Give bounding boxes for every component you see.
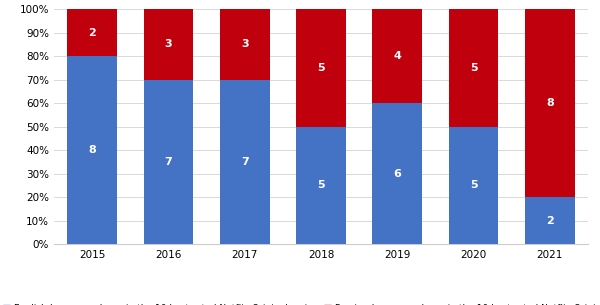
Text: NETFLIX: NETFLIX: [303, 110, 339, 119]
Bar: [220, 9, 269, 80]
Text: 7: 7: [241, 157, 248, 167]
Legend: English-language shows in the 10 best-rated Netflix Original series, Foreign-lan: English-language shows in the 10 best-ra…: [1, 302, 600, 305]
Text: NETFLIX: NETFLIX: [455, 157, 491, 166]
Text: NETFLIX: NETFLIX: [303, 40, 339, 49]
Text: NETFLIX: NETFLIX: [227, 181, 263, 190]
Text: NETFLIX: NETFLIX: [74, 157, 110, 166]
Text: NETFLIX: NETFLIX: [379, 87, 415, 96]
Text: NETFLIX: NETFLIX: [532, 40, 568, 49]
Text: NETFLIX: NETFLIX: [74, 87, 110, 96]
Text: 8: 8: [88, 145, 96, 155]
Text: 3: 3: [241, 39, 248, 49]
Text: NETFLIX: NETFLIX: [303, 204, 339, 213]
Text: NETFLIX: NETFLIX: [455, 134, 491, 143]
Text: NETFLIX: NETFLIX: [532, 110, 568, 119]
Bar: [296, 127, 346, 244]
Text: NETFLIX: NETFLIX: [227, 134, 263, 143]
Bar: [143, 9, 193, 80]
Text: 3: 3: [164, 39, 172, 49]
Text: 2: 2: [546, 216, 554, 225]
Bar: [373, 9, 422, 103]
Text: 5: 5: [317, 63, 325, 73]
Text: NETFLIX: NETFLIX: [151, 110, 187, 119]
Text: NETFLIX: NETFLIX: [303, 63, 339, 72]
Text: NETFLIX: NETFLIX: [227, 110, 263, 119]
Text: NETFLIX: NETFLIX: [379, 228, 415, 237]
Text: NETFLIX: NETFLIX: [379, 204, 415, 213]
Text: NETFLIX: NETFLIX: [303, 181, 339, 190]
Text: 5: 5: [470, 63, 478, 73]
Bar: [525, 197, 575, 244]
Text: NETFLIX: NETFLIX: [303, 134, 339, 143]
Text: NETFLIX: NETFLIX: [532, 87, 568, 96]
Bar: [296, 9, 346, 127]
Text: NETFLIX: NETFLIX: [227, 228, 263, 237]
Text: NETFLIX: NETFLIX: [227, 63, 263, 72]
Text: NETFLIX: NETFLIX: [227, 40, 263, 49]
Text: NETFLIX: NETFLIX: [151, 204, 187, 213]
Bar: [449, 9, 499, 127]
Text: NETFLIX: NETFLIX: [532, 204, 568, 213]
Text: NETFLIX: NETFLIX: [74, 110, 110, 119]
Text: NETFLIX: NETFLIX: [379, 134, 415, 143]
Text: 7: 7: [164, 157, 172, 167]
Text: NETFLIX: NETFLIX: [74, 181, 110, 190]
Text: NETFLIX: NETFLIX: [455, 87, 491, 96]
Text: NETFLIX: NETFLIX: [227, 204, 263, 213]
Text: 8: 8: [546, 98, 554, 108]
Text: NETFLIX: NETFLIX: [151, 181, 187, 190]
Bar: [373, 103, 422, 244]
Bar: [67, 56, 117, 244]
Text: NETFLIX: NETFLIX: [532, 63, 568, 72]
Text: NETFLIX: NETFLIX: [303, 157, 339, 166]
Text: NETFLIX: NETFLIX: [151, 134, 187, 143]
Text: 2: 2: [88, 28, 96, 38]
Text: NETFLIX: NETFLIX: [379, 63, 415, 72]
Text: NETFLIX: NETFLIX: [151, 157, 187, 166]
Text: NETFLIX: NETFLIX: [74, 204, 110, 213]
Text: 6: 6: [394, 169, 401, 178]
Text: NETFLIX: NETFLIX: [151, 228, 187, 237]
Text: NETFLIX: NETFLIX: [227, 157, 263, 166]
Text: NETFLIX: NETFLIX: [455, 110, 491, 119]
Text: 4: 4: [394, 51, 401, 61]
Text: NETFLIX: NETFLIX: [455, 228, 491, 237]
Text: NETFLIX: NETFLIX: [151, 87, 187, 96]
Text: NETFLIX: NETFLIX: [532, 134, 568, 143]
Bar: [67, 9, 117, 56]
Bar: [525, 9, 575, 197]
Text: NETFLIX: NETFLIX: [151, 40, 187, 49]
Text: NETFLIX: NETFLIX: [379, 110, 415, 119]
Text: NETFLIX: NETFLIX: [379, 181, 415, 190]
Text: 5: 5: [317, 180, 325, 190]
Bar: [220, 80, 269, 244]
Text: NETFLIX: NETFLIX: [532, 181, 568, 190]
Text: NETFLIX: NETFLIX: [455, 181, 491, 190]
Text: NETFLIX: NETFLIX: [227, 87, 263, 96]
Text: NETFLIX: NETFLIX: [379, 157, 415, 166]
Text: NETFLIX: NETFLIX: [74, 63, 110, 72]
Text: NETFLIX: NETFLIX: [74, 228, 110, 237]
Text: NETFLIX: NETFLIX: [74, 134, 110, 143]
Text: NETFLIX: NETFLIX: [455, 63, 491, 72]
Text: NETFLIX: NETFLIX: [303, 87, 339, 96]
Text: NETFLIX: NETFLIX: [455, 204, 491, 213]
Text: 5: 5: [470, 180, 478, 190]
Text: NETFLIX: NETFLIX: [532, 157, 568, 166]
Text: NETFLIX: NETFLIX: [455, 40, 491, 49]
Bar: [143, 80, 193, 244]
Text: NETFLIX: NETFLIX: [303, 228, 339, 237]
Text: NETFLIX: NETFLIX: [379, 40, 415, 49]
Bar: [449, 127, 499, 244]
Text: NETFLIX: NETFLIX: [532, 228, 568, 237]
Text: NETFLIX: NETFLIX: [74, 40, 110, 49]
Text: NETFLIX: NETFLIX: [151, 63, 187, 72]
